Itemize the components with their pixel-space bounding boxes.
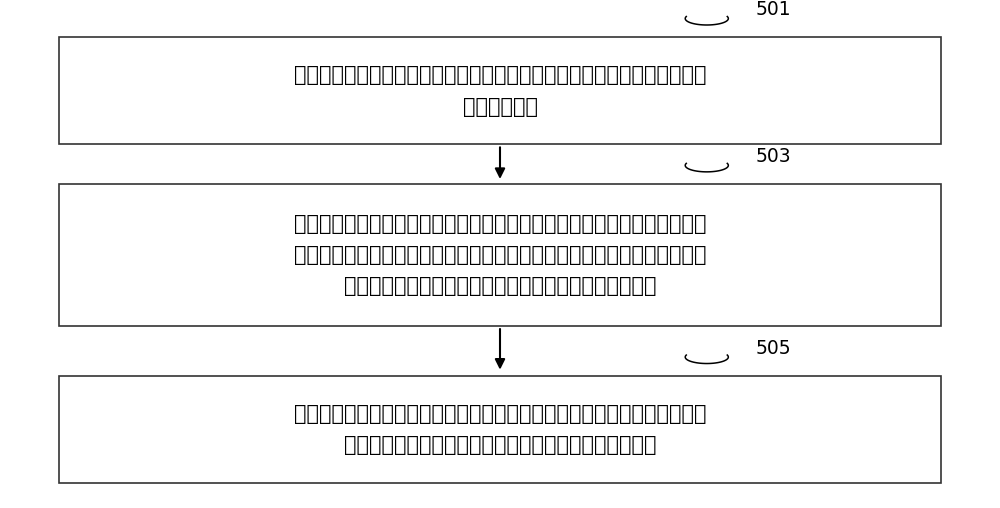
Bar (59, 376, 941, 483)
Text: 如果查询到所述目标用户的用户风险数据，则向所述区块链网络中的第二区
块链节点所归属的第二机构进行资源支付，所述第二区块链节点为将所述目
标用户的用户风险数据上传: 如果查询到所述目标用户的用户风险数据，则向所述区块链网络中的第二区 块链节点所归… (294, 214, 706, 297)
Text: 501: 501 (756, 0, 791, 19)
Text: 将查询支付信息数据上传到所述区块链，所述查询支付信息数据包括所述目
标用户的用户风险数据的查询结果和所述资源支付的信息: 将查询支付信息数据上传到所述区块链，所述查询支付信息数据包括所述目 标用户的用户… (294, 404, 706, 455)
Bar (59, 184, 941, 326)
Text: 503: 503 (756, 147, 791, 166)
Bar (59, 38, 941, 144)
Text: 505: 505 (756, 338, 791, 358)
Text: 利用目标用户的用户标识和机构标识，在所述区块链中查询所述目标用户的
用户风险数据: 利用目标用户的用户标识和机构标识，在所述区块链中查询所述目标用户的 用户风险数据 (294, 66, 706, 116)
